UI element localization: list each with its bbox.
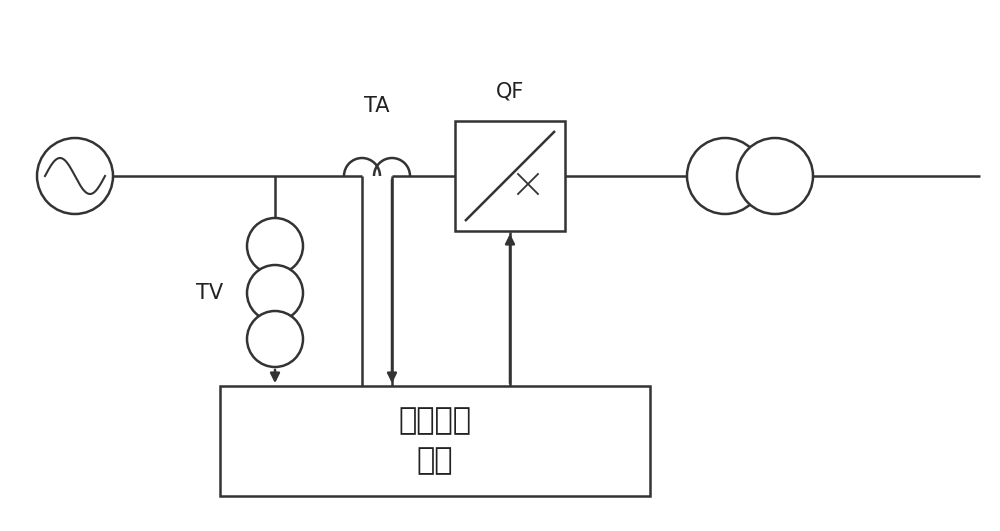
- Text: 选相合闸: 选相合闸: [398, 407, 472, 435]
- Bar: [220, 386, 650, 496]
- Text: QF: QF: [496, 81, 524, 101]
- Circle shape: [247, 311, 303, 367]
- Circle shape: [247, 265, 303, 321]
- Text: 技术: 技术: [417, 447, 453, 475]
- Circle shape: [687, 138, 763, 214]
- Circle shape: [247, 218, 303, 274]
- Bar: [455, 121, 565, 231]
- Text: TA: TA: [364, 96, 390, 116]
- Text: TV: TV: [196, 283, 224, 303]
- Circle shape: [737, 138, 813, 214]
